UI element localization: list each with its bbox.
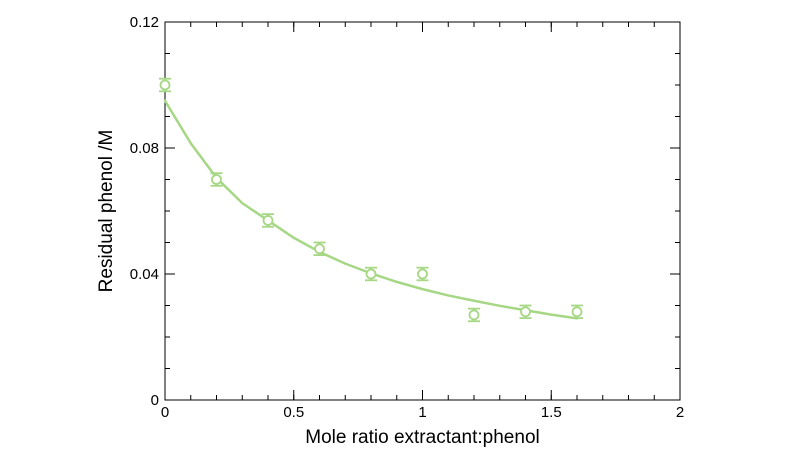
data-point bbox=[159, 77, 171, 93]
data-marker bbox=[314, 243, 325, 255]
x-tick-label: 0.5 bbox=[283, 404, 304, 421]
data-marker bbox=[262, 215, 274, 226]
data-marker bbox=[468, 309, 480, 321]
x-tick-label: 2 bbox=[676, 404, 684, 421]
x-tick-label: 1 bbox=[418, 404, 426, 421]
data-point bbox=[210, 172, 223, 187]
data-marker bbox=[571, 306, 583, 318]
data-marker bbox=[520, 306, 531, 318]
y-tick-label: 0.12 bbox=[130, 14, 159, 31]
data-point bbox=[416, 266, 429, 282]
y-tick-label: 0.04 bbox=[130, 266, 159, 283]
x-tick-label: 1.5 bbox=[541, 404, 562, 421]
x-axis-title: Mole ratio extractant:phenol bbox=[305, 427, 539, 448]
y-axis-title: Residual phenol /M bbox=[96, 130, 117, 293]
data-marker bbox=[365, 268, 377, 280]
data-point bbox=[468, 307, 480, 323]
fit-curve bbox=[163, 99, 579, 320]
data-marker bbox=[159, 79, 171, 91]
data-point bbox=[262, 213, 274, 228]
data-marker bbox=[417, 268, 428, 280]
data-point bbox=[519, 304, 532, 320]
x-tick-label: 0 bbox=[161, 404, 169, 421]
data-point bbox=[571, 304, 583, 320]
data-point bbox=[365, 266, 377, 282]
plot-frame bbox=[164, 21, 681, 401]
y-tick-label: 0 bbox=[151, 392, 159, 409]
data-point bbox=[313, 241, 326, 257]
data-marker bbox=[211, 174, 222, 185]
y-tick-label: 0.08 bbox=[130, 140, 159, 157]
